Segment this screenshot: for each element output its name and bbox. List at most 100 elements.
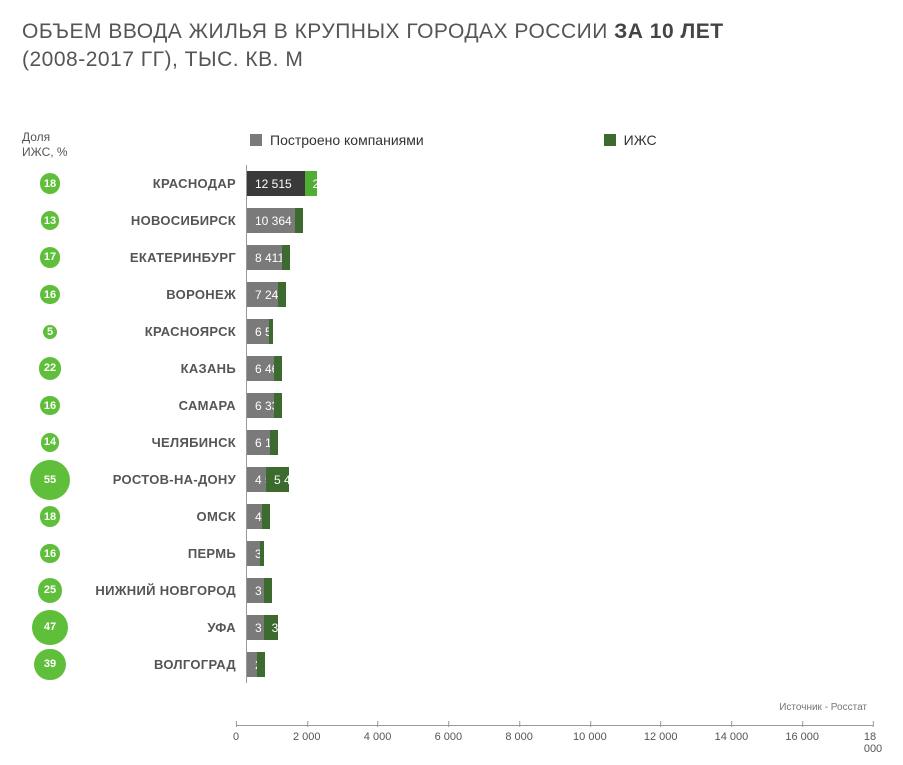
bars-col: 4 5065 490 [246, 461, 873, 498]
bars-col: 12 5152 752 [246, 165, 873, 202]
bar-wrap: 6 3301 164 [247, 393, 323, 418]
bar-segment-corp: 6 465 [247, 356, 274, 381]
share-bubble: 55 [30, 460, 70, 500]
bar-wrap: 6 587382 [247, 319, 307, 344]
share-bubble: 22 [39, 357, 62, 380]
bar-segment-izhs: 1 521 [257, 652, 265, 677]
title-line2: (2008-2017 ГГ), ТЫС. КВ. М [22, 48, 303, 71]
axis-tick: 6 000 [435, 725, 463, 743]
axis-tick: 10 000 [573, 725, 607, 743]
bar-segment-corp: 3 922 [247, 615, 264, 640]
source-note: Источник - Росстат [779, 702, 867, 713]
bar-segment-corp: 6 330 [247, 393, 274, 418]
bubble-col: 22 [22, 357, 78, 380]
bar-segment-corp: 7 240 [247, 282, 278, 307]
city-label: УФА [78, 620, 246, 635]
bars-col: 6 4651 792 [246, 350, 873, 387]
bar-segment-izhs: 1 671 [282, 245, 290, 270]
bubble-col: 39 [22, 649, 78, 681]
city-label: КАЗАНЬ [78, 361, 246, 376]
bars-col: 3 956740 [246, 535, 873, 572]
city-label: РОСТОВ-НА-ДОНУ [78, 472, 246, 487]
bar-wrap: 2 4091 521 [247, 652, 323, 677]
chart-row: 17 ЕКАТЕРИНБУРГ8 4111 671 [22, 239, 873, 276]
bubble-col: 25 [22, 578, 78, 602]
chart-row: 25 НИЖНИЙ НОВГОРОД3 9381 336 [22, 572, 873, 609]
city-label: ЕКАТЕРИНБУРГ [78, 250, 246, 265]
share-bubble: 14 [41, 433, 60, 452]
chart-area: 18 КРАСНОДАР12 5152 752 13 НОВОСИБИРСК10 36… [22, 165, 873, 725]
bubble-col: 16 [22, 544, 78, 564]
bubble-col: 47 [22, 610, 78, 646]
bubble-col: 16 [22, 285, 78, 305]
chart-row: 16 ПЕРМЬ3 956740 [22, 535, 873, 572]
bubble-col: 18 [22, 506, 78, 527]
legend-item-corp: Построено компаниями [250, 132, 424, 148]
bar-segment-corp: 10 364 [247, 208, 295, 233]
city-label: ПЕРМЬ [78, 546, 246, 561]
legend-label-corp: Построено компаниями [270, 132, 424, 148]
city-label: НОВОСИБИРСК [78, 213, 246, 228]
chart-row: 55 РОСТОВ-НА-ДОНУ4 5065 490 [22, 461, 873, 498]
share-bubble: 25 [38, 578, 62, 602]
bars-col: 3 9381 336 [246, 572, 873, 609]
axis-tick: 8 000 [505, 725, 533, 743]
title-bold: ЗА 10 ЛЕТ [614, 20, 723, 43]
title-pre: ОБЪЕМ ВВОДА ЖИЛЬЯ В КРУПНЫХ ГОРОДАХ РОСС… [22, 20, 614, 43]
chart-row: 47УФА3 9223 483 [22, 609, 873, 646]
bar-wrap: 12 5152 752 [247, 171, 330, 196]
share-header: Доля ИЖС, % [22, 130, 68, 160]
bars-col: 4 123902 [246, 498, 873, 535]
bar-wrap: 4 5065 490 [247, 467, 323, 492]
axis-line [236, 725, 873, 726]
page-title: ОБЪЕМ ВВОДА ЖИЛЬЯ В КРУПНЫХ ГОРОДАХ РОСС… [22, 18, 881, 75]
share-bubble: 13 [41, 211, 59, 229]
bars-col: 3 9223 483 [246, 609, 873, 646]
bar-wrap: 8 4111 671 [247, 245, 322, 270]
bar-segment-izhs: 2 752 [305, 171, 318, 196]
bar-segment-izhs: 1 792 [274, 356, 282, 381]
bars-col: 6 3301 164 [246, 387, 873, 424]
city-label: КРАСНОЯРСК [78, 324, 246, 339]
share-bubble: 16 [40, 544, 60, 564]
chart-row: 18 КРАСНОДАР12 5152 752 [22, 165, 873, 202]
bar-segment-corp: 4 506 [247, 467, 266, 492]
bar-segment-corp: 2 409 [247, 652, 257, 677]
axis-tick: 2 000 [293, 725, 321, 743]
axis-tick: 16 000 [785, 725, 819, 743]
legend-label-izhs: ИЖС [624, 132, 657, 148]
city-label: ВОЛГОГРАД [78, 657, 246, 672]
bar-segment-izhs: 1 521 [295, 208, 303, 233]
chart-row: 39 ВОЛГОГРАД2 4091 521 [22, 646, 873, 683]
bar-segment-izhs: 3 483 [264, 615, 279, 640]
axis-tick: 14 000 [715, 725, 749, 743]
bar-segment-corp: 3 938 [247, 578, 264, 603]
city-label: ОМСК [78, 509, 246, 524]
share-bubble: 18 [40, 173, 61, 194]
legend-swatch-corp [250, 134, 262, 146]
bar-wrap: 3 9223 483 [247, 615, 323, 640]
bar-wrap: 4 123902 [247, 504, 313, 529]
bar-wrap: 6 178986 [247, 430, 313, 455]
bar-segment-corp: 6 587 [247, 319, 269, 344]
bar-wrap: 10 3641 521 [247, 208, 330, 233]
axis-tick: 12 000 [644, 725, 678, 743]
share-bubble: 39 [34, 649, 66, 681]
bubble-col: 55 [22, 460, 78, 500]
chart-row: 22 КАЗАНЬ6 4651 792 [22, 350, 873, 387]
chart-row: 13 НОВОСИБИРСК10 3641 521 [22, 202, 873, 239]
bars-col: 6 587382 [246, 313, 873, 350]
bubble-col: 14 [22, 433, 78, 452]
bar-segment-izhs: 1 336 [264, 578, 272, 603]
bubble-col: 16 [22, 396, 78, 416]
bars-col: 10 3641 521 [246, 202, 873, 239]
city-label: НИЖНИЙ НОВГОРОД [78, 583, 246, 598]
city-label: САМАРА [78, 398, 246, 413]
city-label: КРАСНОДАР [78, 176, 246, 191]
bar-segment-izhs: 5 490 [266, 467, 289, 492]
city-label: ЧЕЛЯБИНСК [78, 435, 246, 450]
bar-segment-izhs: 382 [269, 319, 273, 344]
bubble-col: 18 [22, 173, 78, 194]
share-bubble: 16 [40, 285, 60, 305]
share-bubble: 17 [40, 247, 60, 267]
